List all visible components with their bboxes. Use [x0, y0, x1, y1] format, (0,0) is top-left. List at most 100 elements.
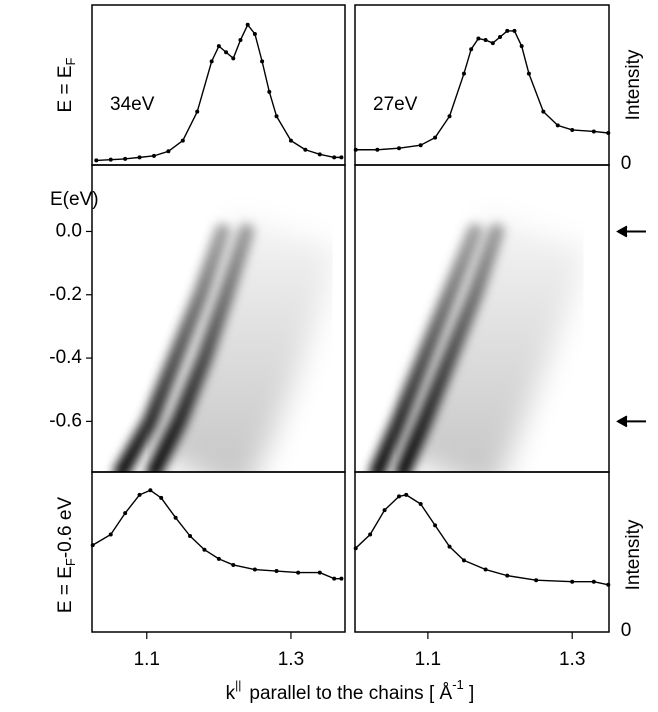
- mdc-point: [526, 71, 531, 76]
- intensity-label: Intensity: [623, 49, 644, 120]
- mdc-point: [433, 135, 438, 140]
- haze: [144, 214, 339, 472]
- mdc-point: [148, 488, 153, 493]
- mdc-point: [224, 50, 229, 55]
- band: [113, 223, 231, 472]
- mdc-point: [195, 109, 200, 114]
- mdc-point: [534, 578, 539, 583]
- mdc-point: [288, 138, 293, 143]
- mdc-point: [591, 579, 596, 584]
- mdc-point: [303, 147, 308, 152]
- mdc-point: [483, 567, 488, 572]
- label-sub: F: [63, 57, 78, 65]
- mdc-point: [137, 492, 142, 497]
- label-end: ]: [464, 683, 475, 704]
- mdc-point: [375, 147, 380, 152]
- mdc-point: [397, 494, 402, 499]
- mdc-point: [151, 153, 156, 158]
- x-tick-label: 1.3: [559, 649, 585, 670]
- mdc-point: [476, 36, 481, 41]
- label-tail: -0.6 eV: [55, 497, 76, 559]
- photon-energy-label: 27eV: [373, 94, 418, 115]
- mdc-point: [447, 114, 452, 119]
- mdc-point: [108, 532, 113, 537]
- mdc-point: [483, 38, 488, 43]
- y-tick-label: -0.4: [49, 347, 82, 368]
- mdc-point: [159, 495, 164, 500]
- mdc-line: [92, 489, 342, 580]
- mdc-point: [317, 152, 322, 157]
- mdc-point: [238, 38, 243, 43]
- mdc-point: [260, 59, 265, 64]
- intensity-tick-label: 0: [621, 153, 632, 174]
- mdc-point: [216, 44, 221, 49]
- x-tick-label: 1.1: [415, 649, 441, 670]
- mdc-point: [332, 576, 337, 581]
- mdc-point: [433, 523, 438, 528]
- mdc-point: [447, 544, 452, 549]
- mdc-point: [469, 47, 474, 52]
- top-row-label: E = EF: [55, 57, 78, 112]
- label-sub: F: [63, 558, 78, 566]
- y-tick-label: -0.6: [49, 410, 82, 431]
- photon-energy-label: 34eV: [110, 94, 155, 115]
- label-sup: ||: [235, 678, 241, 692]
- intensity-map: [369, 213, 589, 472]
- x-tick-label: 1.1: [134, 649, 160, 670]
- label-symbol: k: [226, 683, 236, 704]
- mdc-point: [231, 56, 236, 61]
- label-text: parallel to the chains [ Å: [249, 683, 452, 704]
- bottom-row-label: E = EF-0.6 eV: [55, 497, 78, 614]
- y-tick-label: 0.0: [56, 220, 82, 241]
- mdc-point: [137, 155, 142, 160]
- mdc-point: [339, 576, 344, 581]
- intensity-map: [113, 214, 339, 472]
- energy-arrow-head: [616, 416, 627, 427]
- mdc-point: [461, 71, 466, 76]
- mdc-point: [570, 127, 575, 132]
- energy-arrow-head: [616, 226, 627, 237]
- intensity-tick-label: 0: [621, 620, 632, 641]
- mdc-point: [404, 492, 409, 497]
- mdc-point: [498, 35, 503, 39]
- mdc-point: [512, 28, 517, 33]
- mdc-point: [274, 569, 279, 574]
- mdc-point: [332, 155, 337, 160]
- mdc-point: [382, 508, 387, 513]
- mdc-point: [245, 22, 250, 27]
- panel-frame: [91, 471, 346, 633]
- mdc-point: [339, 155, 344, 160]
- y-tick-label: -0.2: [49, 284, 82, 305]
- mdc-point: [541, 109, 546, 114]
- mdc-point: [490, 41, 495, 46]
- mdc-point: [418, 502, 423, 506]
- intensity-label: Intensity: [623, 519, 644, 590]
- x-axis-label: k|| parallel to the chains [ Å-1 ]: [226, 677, 475, 704]
- mdc-point: [368, 532, 373, 537]
- mdc-point: [519, 44, 524, 49]
- mdc-point: [123, 156, 128, 161]
- mdc-point: [216, 556, 221, 561]
- label-sup: -1: [452, 677, 464, 692]
- mdc-point: [123, 511, 128, 516]
- haze: [392, 213, 589, 472]
- band: [394, 223, 505, 472]
- panel-frame: [91, 4, 346, 166]
- mdc-point: [274, 114, 279, 119]
- panel-frame: [354, 471, 610, 633]
- mdc-point: [231, 562, 236, 567]
- mdc-point: [591, 129, 596, 134]
- band: [369, 223, 483, 472]
- label-text: E = E: [55, 566, 76, 613]
- mdc-point: [202, 547, 207, 552]
- mdc-point: [252, 31, 257, 36]
- mdc-point: [94, 158, 99, 163]
- mdc-point: [188, 534, 193, 538]
- mdc-point: [317, 570, 322, 575]
- energy-axis-label: E(eV): [50, 189, 99, 210]
- band: [145, 223, 255, 472]
- mdc-point: [570, 579, 575, 584]
- mdc-point: [418, 143, 423, 148]
